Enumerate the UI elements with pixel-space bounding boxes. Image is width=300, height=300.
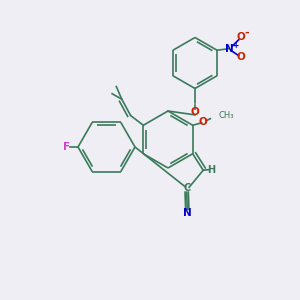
Text: N: N	[183, 208, 192, 218]
Text: -: -	[244, 28, 249, 38]
Text: F: F	[63, 142, 70, 152]
Text: +: +	[232, 40, 238, 50]
Text: C: C	[183, 183, 190, 193]
Text: H: H	[208, 165, 216, 175]
Text: O: O	[199, 117, 208, 127]
Text: O: O	[237, 32, 245, 42]
Text: CH₃: CH₃	[219, 111, 234, 120]
Text: N: N	[225, 44, 234, 54]
Text: O: O	[237, 52, 245, 62]
Text: O: O	[190, 107, 200, 118]
